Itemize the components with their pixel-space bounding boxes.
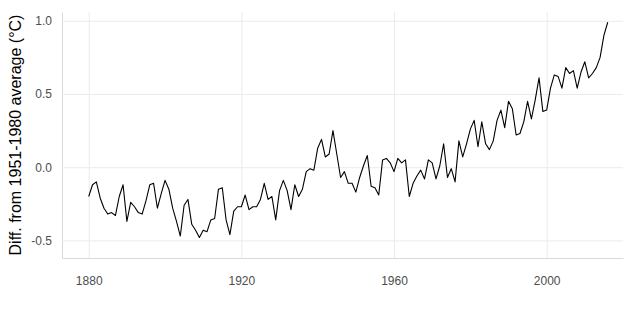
y-axis-title: Diff. from 1951-1980 average (°C) (7, 15, 24, 256)
chart: 1880 1920 1960 2000 -0.5 0.0 0.5 1.0 Diff. from … (0, 0, 625, 313)
grid-line (62, 167, 623, 168)
x-axis: 1880 1920 1960 2000 (63, 12, 624, 288)
tick-label: 1920 (229, 274, 256, 288)
grid-line (394, 12, 395, 258)
grid-line (89, 12, 90, 258)
tick-label: 0.0 (35, 161, 52, 175)
series (89, 22, 608, 237)
tick-label: 2000 (534, 274, 561, 288)
line (89, 22, 608, 237)
grid-line (62, 94, 623, 95)
grid-line (241, 12, 242, 258)
tick-label: -0.5 (31, 234, 52, 248)
tick-label: 0.5 (35, 87, 52, 101)
tick-label: 1960 (381, 274, 408, 288)
tick-label: 1880 (76, 274, 103, 288)
tick: 1960 (381, 12, 408, 288)
tick: 1.0 (35, 14, 623, 28)
grid-line (547, 12, 548, 258)
tick-label: 1.0 (35, 14, 52, 28)
tick: 1880 (76, 12, 103, 288)
grid-line (62, 21, 623, 22)
tick: 2000 (534, 12, 561, 288)
tick: 0.0 (35, 161, 623, 175)
axis-line (63, 258, 624, 259)
y-axis: -0.5 0.0 0.5 1.0 (31, 13, 623, 259)
tick: -0.5 (31, 234, 623, 248)
grid-line (62, 240, 623, 241)
axis-line (62, 13, 63, 259)
plot: 1880 1920 1960 2000 -0.5 0.0 0.5 1.0 (31, 12, 623, 288)
tick: 1920 (229, 12, 256, 288)
